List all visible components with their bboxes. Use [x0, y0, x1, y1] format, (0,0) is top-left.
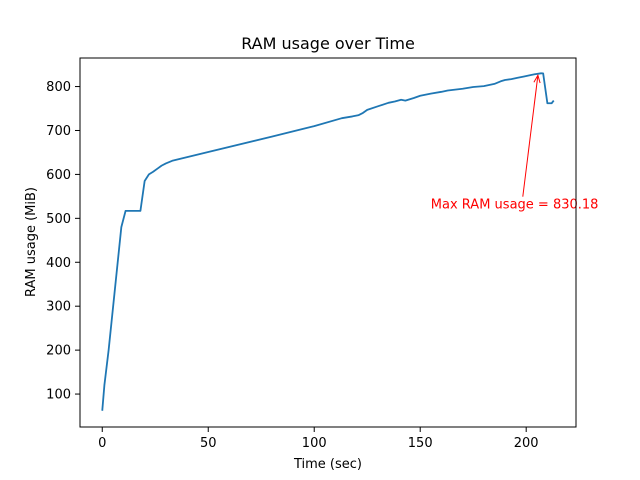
- x-tick-label: 150: [408, 436, 433, 451]
- x-axis-label: Time (sec): [293, 457, 362, 472]
- x-tick-label: 100: [302, 436, 327, 451]
- y-tick-label: 100: [46, 388, 71, 403]
- max-usage-annotation-text: Max RAM usage = 830.18: [431, 198, 599, 213]
- y-axis-label: RAM usage (MiB): [24, 187, 39, 297]
- annotation-arrow: [522, 75, 539, 197]
- x-axis-ticks: 0 50 100 150 200: [98, 427, 539, 451]
- chart-title: RAM usage over Time: [241, 34, 415, 53]
- y-tick-label: 500: [46, 212, 71, 227]
- y-tick-label: 200: [46, 344, 71, 359]
- annotation-arrowhead: [533, 74, 541, 84]
- y-tick-label: 300: [46, 300, 71, 315]
- y-tick-label: 600: [46, 168, 71, 183]
- y-axis-ticks: 100 200 300 400 500 600 700 800: [46, 80, 80, 403]
- y-tick-label: 700: [46, 124, 71, 139]
- series-layer: [101, 72, 555, 411]
- y-tick-label: 400: [46, 256, 71, 271]
- annotation-layer: Max RAM usage = 830.18: [431, 74, 599, 213]
- x-tick-label: 0: [98, 436, 106, 451]
- plot-frame: [79, 57, 577, 428]
- x-tick-label: 200: [514, 436, 539, 451]
- series-line: [101, 72, 555, 411]
- x-tick-label: 50: [200, 436, 217, 451]
- y-tick-label: 800: [46, 80, 71, 95]
